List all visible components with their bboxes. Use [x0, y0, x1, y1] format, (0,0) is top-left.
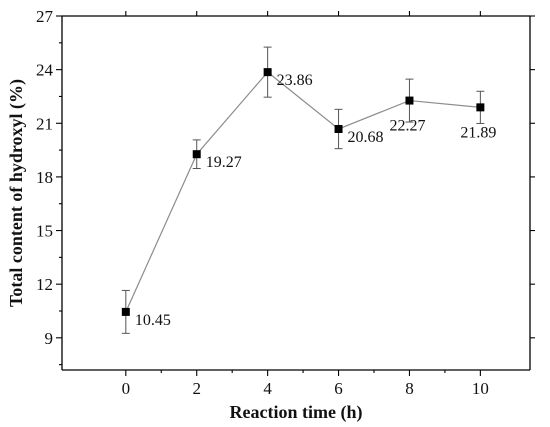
- series-line: [125, 71, 481, 313]
- x-tick-label: 10: [472, 379, 489, 398]
- data-point: [476, 103, 485, 112]
- data-label: 19.27: [206, 154, 242, 171]
- x-tick-label: 2: [192, 379, 201, 398]
- y-axis-title: Total content of hydroxyl (%): [6, 79, 27, 307]
- data-point: [121, 307, 130, 316]
- y-tick-label: 24: [36, 61, 54, 80]
- data-point: [263, 68, 272, 77]
- data-label: 20.68: [348, 129, 384, 146]
- data-label: 10.45: [135, 312, 171, 329]
- data-point: [334, 124, 343, 133]
- x-tick-label: 4: [263, 379, 272, 398]
- data-label: 23.86: [277, 72, 313, 89]
- data-point: [405, 96, 414, 105]
- x-axis-title: Reaction time (h): [230, 402, 363, 423]
- plot-area: 10.45 19.27 23.86 20.68 22.27 21.89: [121, 46, 496, 334]
- y-tick-label: 15: [36, 222, 53, 241]
- x-tick-label: 0: [122, 379, 131, 398]
- y-tick-label: 27: [36, 7, 54, 26]
- x-tick-label: 6: [334, 379, 343, 398]
- data-label: 22.27: [389, 118, 425, 135]
- axes: [61, 15, 531, 371]
- y-tick-label: 12: [36, 275, 53, 294]
- x-tick-label: 8: [405, 379, 414, 398]
- y-tick-label: 21: [36, 114, 53, 133]
- y-tick-label: 9: [45, 329, 54, 348]
- y-tick-label: 18: [36, 168, 53, 187]
- data-label: 21.89: [460, 124, 496, 141]
- data-point: [192, 150, 201, 159]
